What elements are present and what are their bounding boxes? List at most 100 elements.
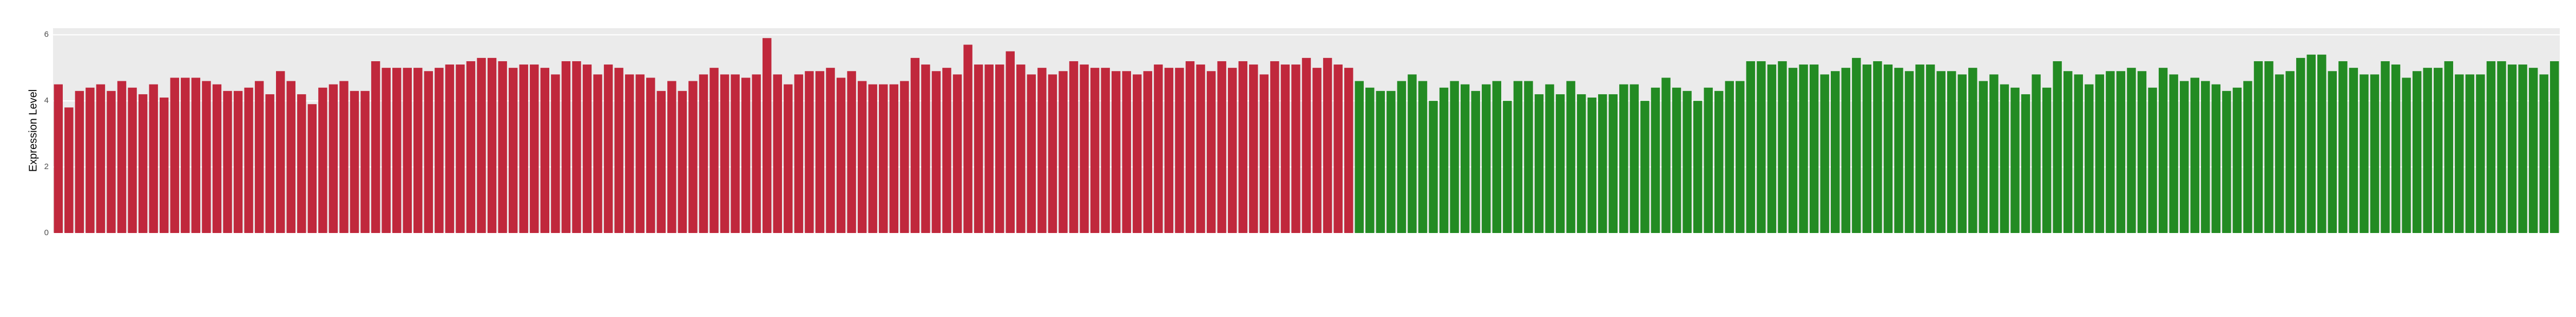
bar — [2296, 57, 2305, 233]
bar — [1534, 94, 1544, 233]
bar — [1397, 81, 1407, 233]
bar — [1799, 64, 1808, 233]
bar — [561, 61, 571, 233]
bar — [614, 68, 623, 234]
bar — [1915, 64, 1924, 233]
bar — [1852, 57, 1861, 233]
bar — [1619, 84, 1628, 234]
bar — [963, 44, 972, 233]
bar — [1175, 68, 1184, 234]
bar — [2232, 87, 2242, 233]
bar — [2032, 74, 2041, 233]
bar — [508, 68, 518, 234]
bar — [1333, 64, 1343, 233]
bar — [2169, 74, 2178, 233]
bar — [836, 77, 846, 234]
bar — [2211, 84, 2221, 234]
bar — [889, 84, 898, 234]
bar — [2222, 90, 2231, 233]
bar — [403, 68, 412, 234]
bar — [435, 68, 444, 234]
bar — [1312, 68, 1322, 234]
bar — [879, 84, 888, 234]
bar — [1016, 64, 1026, 233]
bar — [466, 61, 476, 233]
bar — [297, 94, 306, 233]
bar — [1376, 90, 1385, 233]
bar — [773, 74, 782, 233]
bar — [2053, 61, 2062, 233]
bar — [2095, 74, 2105, 233]
bar — [1090, 68, 1100, 234]
bar — [1059, 71, 1068, 234]
bar — [1185, 61, 1195, 233]
bar — [1608, 94, 1618, 233]
bar — [2370, 74, 2380, 233]
bar — [1947, 71, 1956, 234]
bar — [519, 64, 528, 233]
bar — [1302, 57, 1311, 233]
bar — [2201, 81, 2210, 233]
bar — [1524, 81, 1533, 233]
bar — [2306, 54, 2316, 233]
bar — [847, 71, 856, 234]
bar — [318, 87, 327, 233]
bar — [805, 71, 814, 234]
bar — [254, 81, 264, 233]
bar — [1048, 74, 1057, 233]
bar — [223, 90, 232, 233]
bar — [2412, 71, 2422, 234]
bar — [2423, 68, 2432, 234]
bar — [635, 74, 645, 233]
bar — [2465, 74, 2475, 233]
bar — [572, 61, 581, 233]
bar — [1683, 90, 1692, 233]
bar — [2497, 61, 2506, 233]
bar — [138, 94, 148, 233]
bar — [1788, 68, 1798, 234]
bar — [2328, 71, 2337, 234]
bar — [1767, 64, 1777, 233]
bar — [921, 64, 930, 233]
bar — [1291, 64, 1300, 233]
bar — [107, 90, 116, 233]
bar — [794, 74, 804, 233]
bar — [1926, 64, 1935, 233]
bar — [731, 74, 740, 233]
bar — [2137, 71, 2147, 234]
bar — [371, 61, 380, 233]
bar — [1133, 74, 1142, 233]
bar — [646, 77, 655, 234]
bar — [149, 84, 158, 234]
bar — [498, 61, 507, 233]
bar — [984, 64, 994, 233]
bar — [2455, 74, 2464, 233]
bar — [286, 81, 295, 233]
bar — [1143, 71, 1153, 234]
bar — [1555, 94, 1565, 233]
bar — [1809, 64, 1819, 233]
bar — [2042, 87, 2052, 233]
bar — [1164, 68, 1174, 234]
y-tick-label: 6 — [44, 30, 49, 39]
bar — [86, 87, 95, 233]
bar — [1587, 98, 1596, 233]
bar — [2349, 68, 2358, 234]
bar — [1101, 68, 1110, 234]
bar — [2190, 77, 2199, 234]
y-axis-label: Expression Level — [27, 89, 39, 172]
bar — [942, 68, 951, 234]
bar — [667, 81, 676, 233]
bar — [1629, 84, 1639, 234]
bar — [974, 64, 983, 233]
bar — [2338, 61, 2348, 233]
bar — [413, 68, 423, 234]
bar — [1111, 71, 1121, 234]
bar — [2360, 74, 2369, 233]
y-tick-label: 2 — [44, 162, 49, 171]
bar — [2539, 74, 2548, 233]
bar — [1746, 61, 1756, 233]
bar — [1471, 90, 1480, 233]
bar — [233, 90, 243, 233]
bar — [1037, 68, 1047, 234]
